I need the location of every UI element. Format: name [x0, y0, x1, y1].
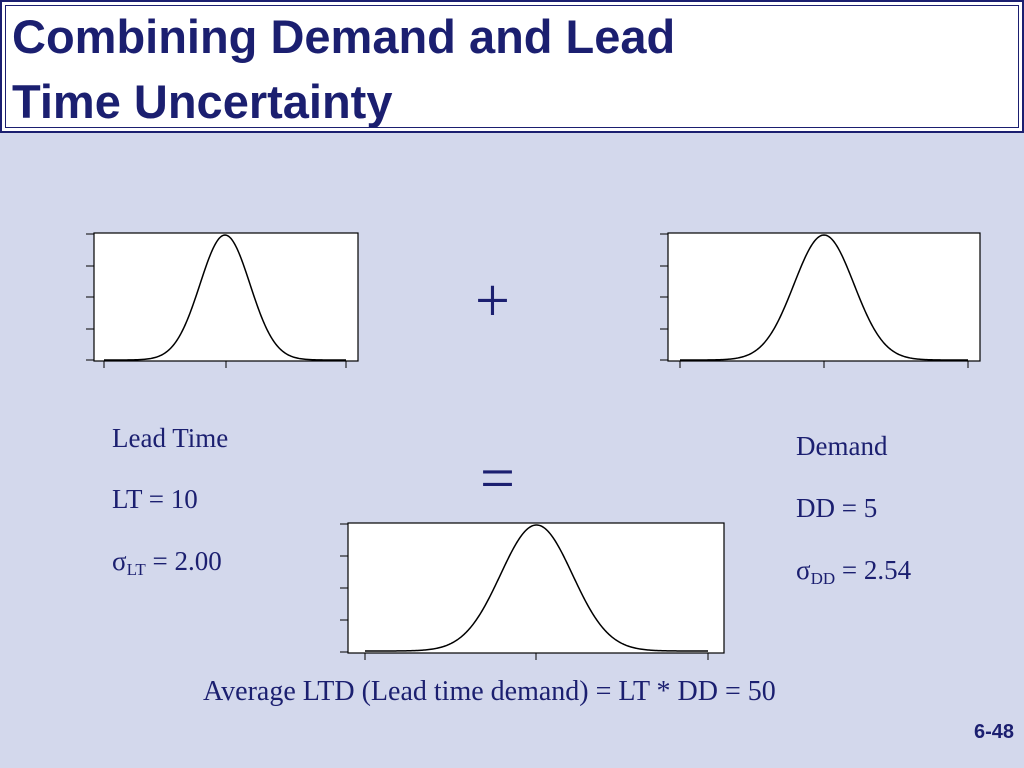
x-axis-ticks: [103, 361, 347, 368]
lead-time-heading: Lead Time: [112, 423, 229, 453]
x-axis-ticks: [679, 361, 969, 368]
y-axis-ticks: [340, 523, 348, 653]
sigma-symbol: σ: [112, 546, 127, 576]
sigma-value: = 2.54: [835, 555, 912, 585]
lead-time-distribution-plot: [86, 232, 359, 368]
title-box: Combining Demand and Lead Time Uncertain…: [0, 0, 1024, 133]
y-axis-ticks: [86, 233, 94, 361]
plus-symbol: +: [475, 267, 510, 335]
lead-time-std-dev: σLT = 2.00: [112, 546, 222, 579]
lead-time-mean: LT = 10: [112, 484, 198, 514]
sigma-subscript: LT: [126, 560, 146, 579]
page-number: 6-48: [973, 721, 1014, 743]
lead-time-bell-curve: [104, 234, 346, 361]
slide-title-line-2: Time Uncertainty: [12, 75, 393, 128]
sigma-subscript: DD: [810, 569, 836, 588]
lead-time-demand-distribution-plot: [340, 522, 725, 660]
demand-bell-curve: [680, 234, 968, 361]
plot-frame: [667, 232, 981, 362]
title-inner-border: [5, 5, 1019, 128]
plot-frame: [93, 232, 359, 362]
demand-mean: DD = 5: [796, 493, 878, 523]
demand-distribution-plot: [660, 232, 981, 368]
ltd-formula: Average LTD (Lead time demand) = LT * DD…: [203, 676, 776, 707]
demand-std-dev: σDD = 2.54: [796, 555, 912, 588]
slide-title-line-1: Combining Demand and Lead: [12, 10, 676, 63]
lead-time-demand-bell-curve: [365, 524, 708, 652]
sigma-symbol: σ: [796, 555, 811, 585]
plot-frame: [347, 522, 725, 654]
x-axis-ticks: [364, 653, 709, 660]
sigma-value: = 2.00: [145, 546, 222, 576]
y-axis-ticks: [660, 233, 668, 361]
demand-heading: Demand: [796, 431, 888, 461]
equals-symbol: =: [480, 445, 515, 513]
